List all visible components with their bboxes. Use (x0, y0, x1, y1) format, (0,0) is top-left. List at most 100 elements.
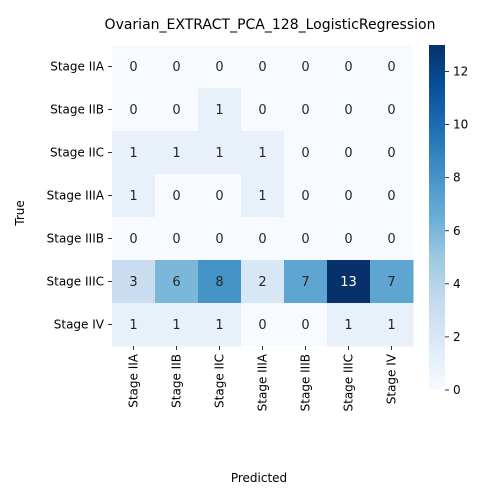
heatmap-cells: 0 0 0 0 0 0 0 0 0 1 0 0 0 0 1 1 1 1 0 0 0 1 0 0 1 0 0 0 0 0 0 0 0 0 0 3 6 8 2 7… (112, 45, 414, 347)
colorbar-tick-label: 2 (453, 330, 461, 344)
heatmap-cell (155, 260, 199, 304)
cell-value-label: 0 (215, 232, 223, 247)
cell-value-label: 0 (387, 189, 395, 204)
cell-value-label: 0 (172, 232, 180, 247)
colorbar-tick-label: 4 (453, 277, 461, 291)
cell-value-label: 0 (344, 103, 352, 118)
y-tick-label: Stage IIC (50, 146, 104, 160)
heatmap-cell (155, 303, 199, 347)
cell-value-label: 0 (215, 189, 223, 204)
colorbar-tick-label: 8 (453, 171, 461, 185)
cell-value-label: 0 (301, 189, 309, 204)
cell-value-label: 1 (215, 146, 223, 161)
cell-value-label: 0 (301, 60, 309, 75)
colorbar-tick-label: 12 (453, 65, 468, 79)
colorbar-tick-label: 0 (453, 383, 461, 397)
x-tick-label: Stage IIIA (256, 353, 270, 411)
cell-value-label: 0 (129, 103, 137, 118)
cell-value-label: 8 (215, 275, 223, 290)
heatmap-cell (370, 88, 414, 132)
y-tick-labels: Stage IIA Stage IIB Stage IIC Stage IIIA Sta… (47, 60, 112, 332)
heatmap-cell (327, 217, 371, 261)
y-tick-label: Stage IIIA (47, 189, 105, 203)
cell-value-label: 0 (258, 232, 266, 247)
cell-value-label: 0 (172, 103, 180, 118)
cell-value-label: 1 (215, 103, 223, 118)
colorbar-gradient (429, 45, 445, 390)
heatmap-cell (112, 88, 156, 132)
colorbar-tick-label: 10 (453, 118, 468, 132)
heatmap-cell (241, 45, 285, 89)
heatmap-cell (327, 174, 371, 218)
y-tick-label: Stage IV (54, 318, 105, 332)
heatmap-cell (284, 217, 328, 261)
heatmap-cell (327, 260, 371, 304)
heatmap-cell (370, 45, 414, 89)
y-tick-label: Stage IIB (50, 103, 104, 117)
heatmap-cell (112, 217, 156, 261)
x-tick-label: Stage IIC (213, 354, 227, 408)
heatmap-cell (241, 174, 285, 218)
colorbar: 0 2 4 6 8 10 12 (429, 45, 468, 397)
cell-value-label: 1 (215, 318, 223, 333)
heatmap-cell (155, 88, 199, 132)
cell-value-label: 1 (172, 318, 180, 333)
heatmap-cell (284, 88, 328, 132)
heatmap-cell (155, 174, 199, 218)
cell-value-label: 0 (301, 146, 309, 161)
cell-value-label: 0 (301, 232, 309, 247)
cell-value-label: 1 (129, 189, 137, 204)
y-tick-label: Stage IIA (50, 60, 105, 74)
heatmap-cell (327, 88, 371, 132)
heatmap-cell (370, 303, 414, 347)
cell-value-label: 1 (129, 318, 137, 333)
cell-value-label: 1 (258, 146, 266, 161)
heatmap-cell (112, 260, 156, 304)
cell-value-label: 0 (172, 189, 180, 204)
heatmap-cell (198, 174, 242, 218)
cell-value-label: 0 (129, 60, 137, 75)
cell-value-label: 7 (387, 275, 395, 290)
cell-value-label: 0 (387, 103, 395, 118)
heatmap-cell (155, 131, 199, 175)
heatmap-cell (241, 131, 285, 175)
heatmap-cell (198, 131, 242, 175)
heatmap-cell (112, 303, 156, 347)
y-axis-label: True (13, 200, 27, 227)
cell-value-label: 0 (172, 60, 180, 75)
heatmap-cell (284, 131, 328, 175)
cell-value-label: 0 (301, 103, 309, 118)
heatmap-cell (112, 45, 156, 89)
cell-value-label: 0 (258, 60, 266, 75)
x-tick-label: Stage IV (385, 353, 399, 404)
heatmap-cell (284, 260, 328, 304)
heatmap-cell (155, 217, 199, 261)
heatmap-cell (198, 303, 242, 347)
cell-value-label: 1 (387, 318, 395, 333)
cell-value-label: 3 (129, 275, 137, 290)
colorbar-tick-label: 6 (453, 224, 461, 238)
cell-value-label: 0 (387, 232, 395, 247)
cell-value-label: 0 (258, 318, 266, 333)
heatmap-cell (327, 45, 371, 89)
cell-value-label: 0 (129, 232, 137, 247)
cell-value-label: 0 (258, 103, 266, 118)
cell-value-label: 0 (301, 318, 309, 333)
cell-value-label: 0 (344, 60, 352, 75)
cell-value-label: 0 (344, 232, 352, 247)
chart-title: Ovarian_EXTRACT_PCA_128_LogisticRegressi… (105, 17, 436, 33)
cell-value-label: 0 (344, 189, 352, 204)
heatmap-cell (370, 131, 414, 175)
heatmap-cell (198, 88, 242, 132)
heatmap-cell (155, 45, 199, 89)
heatmap-cell (241, 303, 285, 347)
heatmap-cell (198, 260, 242, 304)
heatmap-cell (112, 131, 156, 175)
heatmap-cell (241, 217, 285, 261)
x-tick-labels: Stage IIA Stage IIB Stage IIC Stage IIIA Sta… (127, 346, 399, 412)
x-tick-label: Stage IIA (127, 353, 141, 408)
cell-value-label: 1 (172, 146, 180, 161)
heatmap-cell (198, 45, 242, 89)
heatmap-cell (284, 45, 328, 89)
